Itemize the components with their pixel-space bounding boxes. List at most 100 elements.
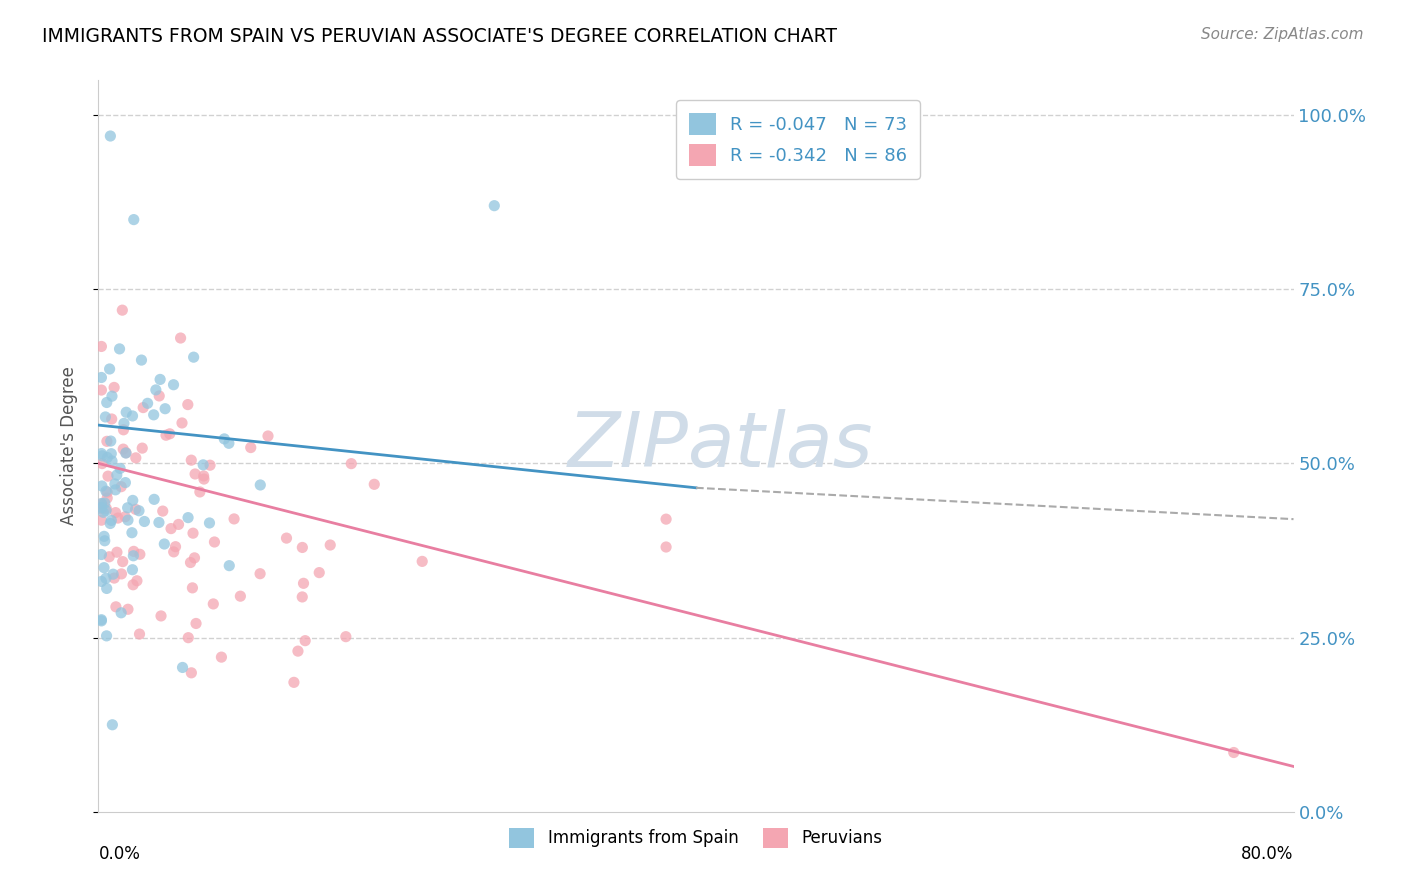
Point (114, 475, 136, 490)
Point (163, 545, 186, 559)
Point (122, 549, 145, 563)
Point (193, 469, 215, 483)
Point (90, 496, 112, 510)
Point (292, 576, 315, 591)
Point (115, 446, 138, 460)
Point (103, 380, 125, 394)
Point (98, 516, 121, 531)
Point (319, 538, 342, 552)
Point (169, 331, 191, 345)
Point (155, 428, 177, 442)
Point (111, 303, 134, 318)
Point (134, 515, 156, 529)
Point (93, 560, 115, 574)
Point (110, 480, 132, 494)
Point (283, 675, 305, 690)
Point (229, 589, 252, 603)
Point (181, 581, 204, 595)
Point (287, 644, 309, 658)
Point (177, 631, 200, 645)
Point (142, 408, 165, 422)
Point (96, 501, 118, 516)
Point (112, 442, 135, 457)
Point (90, 370, 112, 384)
Point (340, 457, 363, 471)
Point (121, 409, 143, 423)
Point (98, 128, 122, 143)
Point (136, 396, 159, 410)
Point (181, 526, 204, 541)
Point (294, 633, 316, 648)
Point (114, 446, 136, 460)
Point (153, 537, 176, 551)
Point (111, 555, 134, 569)
Point (148, 516, 170, 530)
Point (105, 468, 128, 483)
Point (128, 547, 150, 561)
Point (188, 485, 211, 500)
Point (124, 502, 146, 516)
Point (94, 496, 117, 510)
Point (131, 441, 153, 455)
Point (218, 436, 240, 450)
Point (101, 567, 124, 582)
Point (128, 504, 150, 518)
Point (110, 566, 132, 581)
Point (96, 629, 118, 643)
Point (115, 405, 138, 419)
Point (276, 531, 298, 545)
Point (257, 429, 280, 443)
Point (291, 541, 314, 555)
Point (121, 493, 143, 508)
Point (655, 540, 678, 554)
Point (308, 566, 330, 580)
Point (112, 417, 135, 431)
Text: Source: ZipAtlas.com: Source: ZipAtlas.com (1201, 27, 1364, 42)
Point (170, 416, 193, 430)
Point (96, 491, 118, 505)
Point (90, 500, 112, 515)
Point (121, 563, 143, 577)
Point (90, 497, 112, 511)
Point (104, 483, 127, 497)
Point (93, 529, 115, 543)
Point (183, 350, 205, 364)
Point (90, 614, 112, 628)
Point (184, 616, 207, 631)
Point (159, 426, 181, 441)
Point (177, 510, 200, 524)
Point (100, 513, 122, 527)
Text: IMMIGRANTS FROM SPAIN VS PERUVIAN ASSOCIATE'S DEGREE CORRELATION CHART: IMMIGRANTS FROM SPAIN VS PERUVIAN ASSOCI… (42, 27, 837, 45)
Point (101, 454, 124, 468)
Point (209, 650, 232, 665)
Point (484, 199, 506, 213)
Point (291, 590, 314, 604)
Point (117, 500, 139, 515)
Point (165, 540, 187, 554)
Point (411, 554, 433, 568)
Point (108, 461, 131, 475)
Point (145, 383, 167, 397)
Point (1223, 746, 1246, 760)
Point (90, 613, 112, 627)
Point (218, 558, 240, 573)
Point (183, 550, 205, 565)
Point (198, 516, 221, 530)
Point (96, 450, 118, 465)
Point (131, 353, 153, 368)
Point (101, 718, 124, 732)
Point (202, 597, 225, 611)
Point (193, 472, 215, 486)
Point (655, 512, 678, 526)
Point (91, 449, 114, 463)
Point (150, 609, 173, 624)
Point (114, 509, 136, 524)
Point (132, 401, 155, 415)
Point (104, 506, 127, 520)
Point (179, 556, 201, 570)
Point (148, 389, 170, 403)
Point (100, 447, 122, 461)
Point (105, 545, 128, 559)
Point (96, 395, 118, 409)
Point (94, 409, 117, 424)
